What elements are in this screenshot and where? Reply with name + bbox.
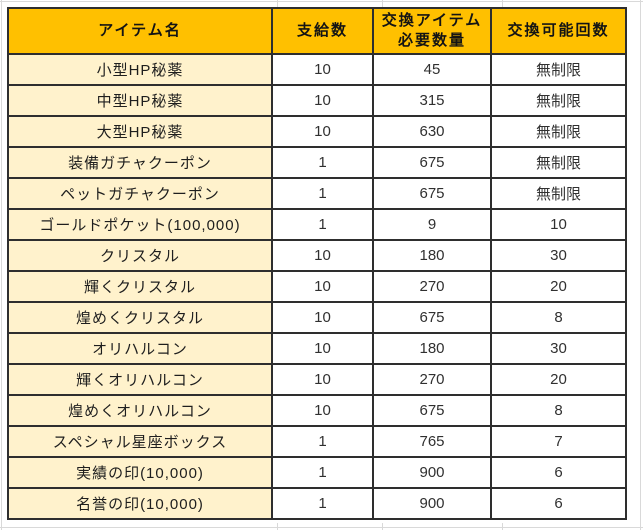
required-cell: 315 [372, 84, 492, 117]
table-row: 輝くクリスタル 10 270 20 [7, 270, 627, 303]
item-name-cell: 小型HP秘薬 [7, 53, 273, 86]
item-name-cell: ゴールドポケット(100,000) [7, 208, 273, 241]
limit-cell: 無制限 [490, 177, 627, 210]
required-cell: 675 [372, 146, 492, 179]
supply-cell: 1 [271, 208, 374, 241]
gridline-left [1, 0, 2, 530]
supply-cell: 1 [271, 177, 374, 210]
gridline-stub [277, 0, 278, 7]
item-name-cell: 中型HP秘薬 [7, 84, 273, 117]
table-row: オリハルコン 10 180 30 [7, 332, 627, 365]
supply-cell: 1 [271, 487, 374, 520]
table-row: スペシャル星座ボックス 1 765 7 [7, 425, 627, 458]
supply-cell: 10 [271, 239, 374, 272]
item-name-cell: 輝くオリハルコン [7, 363, 273, 396]
limit-cell: 20 [490, 363, 627, 396]
column-header-supply: 支給数 [271, 7, 374, 55]
table-row: ゴールドポケット(100,000) 1 9 10 [7, 208, 627, 241]
table-row: 輝くオリハルコン 10 270 20 [7, 363, 627, 396]
limit-cell: 6 [490, 456, 627, 489]
item-exchange-table: アイテム名 支給数 交換アイテム 必要数量 交換可能回数 小型HP秘薬 10 4… [7, 7, 627, 520]
column-header-limit: 交換可能回数 [490, 7, 627, 55]
required-cell: 765 [372, 425, 492, 458]
limit-cell: 無制限 [490, 53, 627, 86]
table-row: 大型HP秘薬 10 630 無制限 [7, 115, 627, 148]
limit-cell: 10 [490, 208, 627, 241]
table-row: 中型HP秘薬 10 315 無制限 [7, 84, 627, 117]
limit-cell: 30 [490, 332, 627, 365]
required-cell: 45 [372, 53, 492, 86]
table-row: 煌めくオリハルコン 10 675 8 [7, 394, 627, 427]
item-name-cell: クリスタル [7, 239, 273, 272]
required-cell: 270 [372, 363, 492, 396]
item-name-cell: 煌めくオリハルコン [7, 394, 273, 427]
required-cell: 675 [372, 177, 492, 210]
table-row: ペットガチャクーポン 1 675 無制限 [7, 177, 627, 210]
gridline-stub [502, 0, 503, 7]
gridline-stub [382, 523, 383, 530]
table-header: アイテム名 支給数 交換アイテム 必要数量 交換可能回数 [7, 7, 627, 55]
required-cell: 270 [372, 270, 492, 303]
item-name-cell: 装備ガチャクーポン [7, 146, 273, 179]
supply-cell: 10 [271, 301, 374, 334]
gridline-top [0, 1, 643, 2]
limit-cell: 20 [490, 270, 627, 303]
supply-cell: 1 [271, 425, 374, 458]
item-name-cell: スペシャル星座ボックス [7, 425, 273, 458]
required-cell: 180 [372, 332, 492, 365]
supply-cell: 10 [271, 394, 374, 427]
supply-cell: 1 [271, 456, 374, 489]
required-cell: 900 [372, 456, 492, 489]
table-row: 小型HP秘薬 10 45 無制限 [7, 53, 627, 86]
item-name-cell: 煌めくクリスタル [7, 301, 273, 334]
limit-cell: 無制限 [490, 115, 627, 148]
table-row: 名誉の印(10,000) 1 900 6 [7, 487, 627, 520]
item-name-cell: 名誉の印(10,000) [7, 487, 273, 520]
item-name-cell: ペットガチャクーポン [7, 177, 273, 210]
table-row: 煌めくクリスタル 10 675 8 [7, 301, 627, 334]
supply-cell: 10 [271, 84, 374, 117]
limit-cell: 8 [490, 301, 627, 334]
supply-cell: 10 [271, 115, 374, 148]
column-header-required: 交換アイテム 必要数量 [372, 7, 492, 55]
gridline-bottom [0, 527, 643, 528]
required-cell: 180 [372, 239, 492, 272]
item-name-cell: 輝くクリスタル [7, 270, 273, 303]
table-row: 装備ガチャクーポン 1 675 無制限 [7, 146, 627, 179]
required-cell: 9 [372, 208, 492, 241]
gridline-stub [382, 0, 383, 7]
item-name-cell: 実績の印(10,000) [7, 456, 273, 489]
supply-cell: 10 [271, 363, 374, 396]
table-row: クリスタル 10 180 30 [7, 239, 627, 272]
supply-cell: 1 [271, 146, 374, 179]
supply-cell: 10 [271, 270, 374, 303]
gridline-stub [277, 523, 278, 530]
limit-cell: 無制限 [490, 84, 627, 117]
required-cell: 900 [372, 487, 492, 520]
gridline-right [640, 0, 641, 530]
table-body: 小型HP秘薬 10 45 無制限 中型HP秘薬 10 315 無制限 大型HP秘… [7, 53, 627, 520]
limit-cell: 7 [490, 425, 627, 458]
limit-cell: 30 [490, 239, 627, 272]
supply-cell: 10 [271, 53, 374, 86]
item-name-cell: 大型HP秘薬 [7, 115, 273, 148]
required-cell: 630 [372, 115, 492, 148]
limit-cell: 無制限 [490, 146, 627, 179]
item-name-cell: オリハルコン [7, 332, 273, 365]
header-row: アイテム名 支給数 交換アイテム 必要数量 交換可能回数 [7, 7, 627, 55]
supply-cell: 10 [271, 332, 374, 365]
required-cell: 675 [372, 301, 492, 334]
column-header-item-name: アイテム名 [7, 7, 273, 55]
limit-cell: 6 [490, 487, 627, 520]
table-row: 実績の印(10,000) 1 900 6 [7, 456, 627, 489]
gridline-stub [502, 523, 503, 530]
limit-cell: 8 [490, 394, 627, 427]
required-cell: 675 [372, 394, 492, 427]
